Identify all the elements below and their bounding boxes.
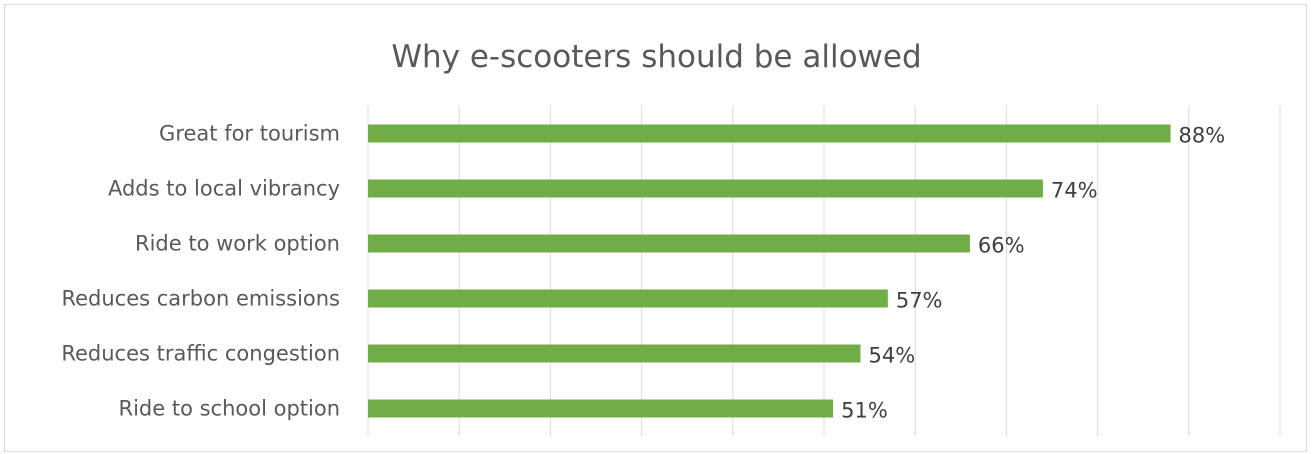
labels: Great for tourism 88% Adds to local vibran…: [61, 122, 1225, 423]
category-label: Reduces carbon emissions: [61, 287, 340, 311]
chart-title: Why e-scooters should be allowed: [391, 39, 922, 75]
value-label: 57%: [896, 289, 943, 313]
bar: [368, 344, 861, 363]
bar: [368, 234, 970, 253]
bar: [368, 124, 1171, 143]
category-label: Adds to local vibrancy: [108, 177, 340, 201]
category-label: Ride to work option: [135, 232, 340, 256]
bar: [368, 179, 1043, 198]
category-label: Ride to school option: [118, 397, 340, 421]
value-label: 88%: [1179, 124, 1226, 148]
bars: [368, 124, 1171, 418]
bar: [368, 399, 834, 418]
value-label: 66%: [978, 234, 1025, 258]
bar: [368, 289, 888, 308]
gridlines: [367, 106, 1281, 436]
category-label: Reduces traffic congestion: [61, 342, 340, 366]
value-label: 51%: [841, 399, 888, 423]
category-label: Great for tourism: [159, 122, 340, 146]
chart-frame: Why e-scooters should be allowed: [4, 4, 1307, 452]
value-label: 54%: [868, 344, 915, 368]
value-label: 74%: [1051, 179, 1098, 203]
